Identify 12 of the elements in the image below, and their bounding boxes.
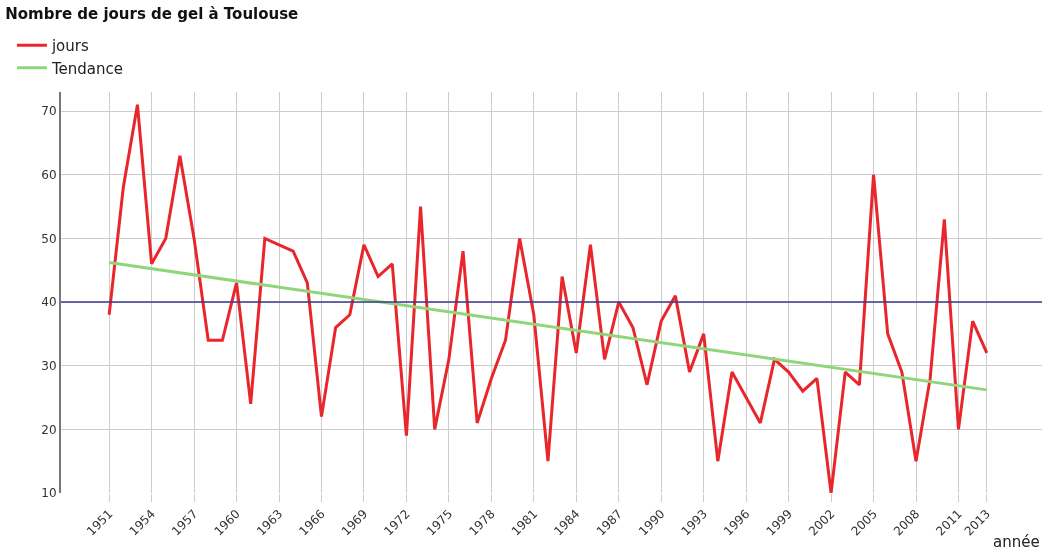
y-tick-label: 50 <box>41 231 57 246</box>
legend-label: Tendance <box>50 59 123 78</box>
y-tick-label: 40 <box>41 295 57 310</box>
chart-title: Nombre de jours de gel à Toulouse <box>5 4 299 23</box>
legend-label: jours <box>50 37 89 56</box>
y-tick-label: 60 <box>41 167 57 182</box>
x-axis-title: année <box>993 533 1040 551</box>
y-tick-label: 10 <box>41 486 57 501</box>
y-tick-label: 30 <box>41 358 57 373</box>
line-series <box>107 103 989 493</box>
y-tick-label: 70 <box>41 104 57 119</box>
y-tick-label: 20 <box>41 422 57 437</box>
